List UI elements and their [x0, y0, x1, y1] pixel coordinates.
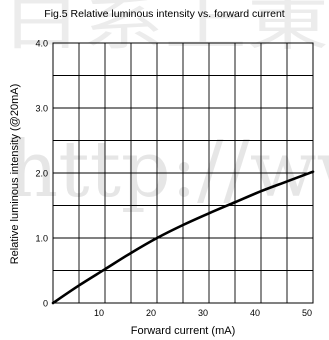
x-axis-label: Forward current (mA) — [53, 325, 313, 337]
x-tick-label: 40 — [250, 308, 260, 318]
y-tick-label: 3.0 — [35, 104, 48, 114]
y-axis-label: Relative luminous intensity (@20mA) — [9, 74, 21, 274]
grid-lines — [53, 43, 313, 303]
x-tick-label: 50 — [302, 308, 312, 318]
y-tick-labels: 0 1.0 2.0 3.0 4.0 — [35, 39, 48, 309]
x-tick-labels: 10 20 30 40 50 — [94, 308, 312, 318]
x-tick-label: 20 — [146, 308, 156, 318]
x-tick-label: 10 — [94, 308, 104, 318]
y-tick-label: 4.0 — [35, 39, 48, 49]
y-tick-label: 0 — [43, 299, 48, 309]
y-tick-label: 2.0 — [35, 169, 48, 179]
y-tick-label: 1.0 — [35, 234, 48, 244]
x-tick-label: 30 — [198, 308, 208, 318]
